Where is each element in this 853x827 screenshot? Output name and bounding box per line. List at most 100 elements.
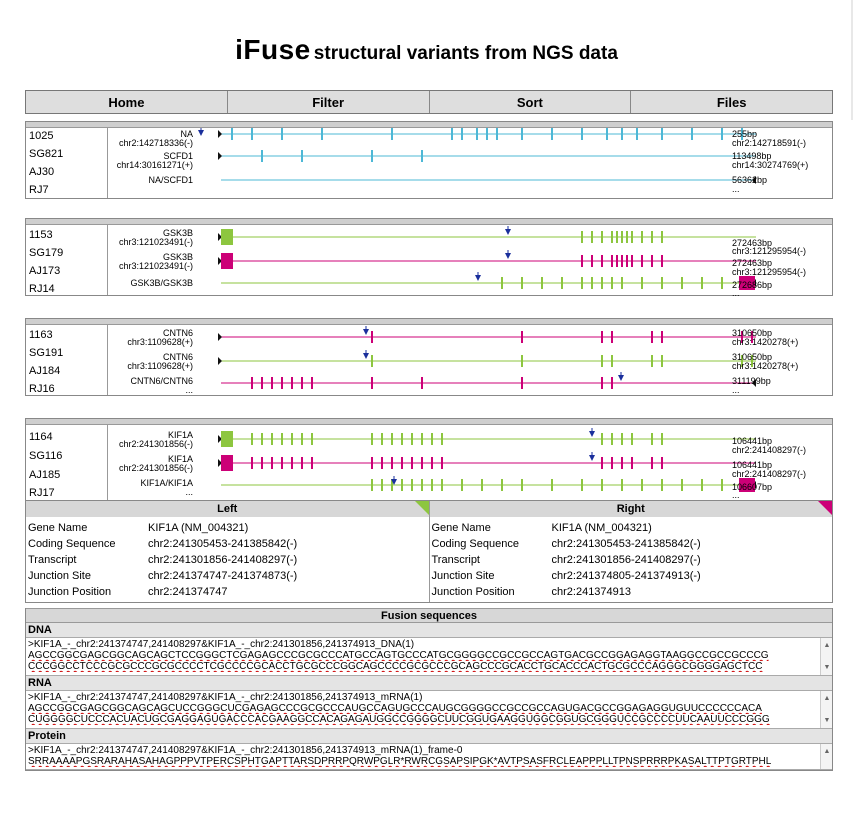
protein-scrollbar[interactable]: ▲ xyxy=(820,744,832,769)
exon-mark xyxy=(461,479,463,491)
junction-marker-icon[interactable] xyxy=(618,375,624,381)
panel-id-column: 1025 SG821 AJ30 RJ7 xyxy=(26,128,108,198)
rj-count: RJ16 xyxy=(29,383,55,395)
panel-header-bar xyxy=(26,419,832,425)
dna-sequence-box[interactable]: >KIF1A_-_chr2:241374747,241408297&KIF1A_… xyxy=(26,638,832,676)
detail-value: chr2:241374913 xyxy=(551,586,632,598)
nav-sort[interactable]: Sort xyxy=(430,91,632,113)
junction-marker-icon[interactable] xyxy=(363,329,369,335)
exon-mark xyxy=(611,433,613,445)
dna-sequence-line: CCCGGCCTCCCGCGCCCGCGCCCCTCGCCCCGCACCTGCG… xyxy=(28,661,763,672)
strand-arrow-icon xyxy=(218,357,222,365)
exon-mark xyxy=(661,331,663,343)
detail-value: chr2:241305453-241385842(-) xyxy=(551,538,701,550)
exon-mark xyxy=(621,231,623,243)
window-edge xyxy=(851,0,853,120)
detail-row: Transcript chr2:241301856-241408297(-) xyxy=(432,552,833,568)
detail-value: chr2:241374805-241374913(-) xyxy=(551,570,701,582)
detail-value: chr2:241374747-241374873(-) xyxy=(148,570,298,582)
detail-row: Junction Position chr2:241374747 xyxy=(28,584,429,600)
fusion-id: 1153 xyxy=(29,229,53,241)
gene-a-coord: chr3:1109628(+) xyxy=(127,337,193,347)
exon-mark xyxy=(291,377,293,389)
exon-mark xyxy=(401,433,403,445)
exon-mark xyxy=(281,433,283,445)
gene-b-size: 310650bp xyxy=(732,352,773,362)
detail-key: Junction Position xyxy=(431,586,515,598)
gene-b-size: 106441bp xyxy=(732,460,773,470)
rj-count: RJ17 xyxy=(29,487,55,499)
transcript-track[interactable] xyxy=(196,225,761,295)
utr-block xyxy=(739,478,755,492)
exon-mark xyxy=(661,479,663,491)
exon-mark xyxy=(641,277,643,289)
transcript-track[interactable] xyxy=(196,128,761,198)
exon-mark xyxy=(301,150,303,162)
exon-mark xyxy=(621,255,623,267)
exon-mark xyxy=(601,433,603,445)
nav-filter[interactable]: Filter xyxy=(228,91,430,113)
utr-block xyxy=(221,253,233,269)
scroll-down-icon[interactable]: ▼ xyxy=(823,717,831,724)
exon-mark xyxy=(501,479,503,491)
transcript-track[interactable] xyxy=(196,325,761,395)
exon-mark xyxy=(311,457,313,469)
gene-a-name: NA xyxy=(180,129,193,139)
nav-files[interactable]: Files xyxy=(716,94,747,110)
exon-mark xyxy=(651,355,653,367)
exon-mark xyxy=(721,277,723,289)
exon-mark xyxy=(626,231,628,243)
exon-mark xyxy=(751,355,753,367)
fusion-panel-1164[interactable]: 1164 SG116 AJ185 RJ17 KIF1A chr2:2413018… xyxy=(25,418,833,502)
exon-mark xyxy=(581,128,583,140)
exon-mark xyxy=(271,433,273,445)
exon-mark xyxy=(321,128,323,140)
scroll-down-icon[interactable]: ▼ xyxy=(823,664,831,671)
exon-mark xyxy=(371,457,373,469)
gene-b-size: 113498bp xyxy=(732,151,772,161)
exon-mark xyxy=(421,150,423,162)
dna-scrollbar[interactable]: ▲ ▼ xyxy=(820,638,832,675)
fusion-panel-1025[interactable]: 1025 SG821 AJ30 RJ7 NA chr2:142718336(-)… xyxy=(25,121,833,199)
gene-b-name: SCFD1 xyxy=(163,151,193,161)
detail-key: Junction Position xyxy=(28,586,112,598)
junction-marker-icon[interactable] xyxy=(505,253,511,259)
junction-marker-icon[interactable] xyxy=(391,479,397,485)
gene-b-coord: chr3:121023491(-) xyxy=(118,261,193,271)
transcript-track[interactable] xyxy=(196,425,761,495)
left-detail-column: Gene Name KIF1A (NM_004321) Coding Sequen… xyxy=(26,517,430,602)
scroll-up-icon[interactable]: ▲ xyxy=(823,748,831,755)
exon-mark xyxy=(481,479,483,491)
fusion-panel-1163[interactable]: 1163 SG191 AJ184 RJ16 CNTN6 chr3:1109628… xyxy=(25,318,833,396)
rna-sequence-box[interactable]: >KIF1A_-_chr2:241374747,241408297&KIF1A_… xyxy=(26,691,832,729)
rna-scrollbar[interactable]: ▲ ▼ xyxy=(820,691,832,728)
exon-mark xyxy=(391,479,393,491)
exon-mark xyxy=(291,457,293,469)
nav-home[interactable]: Home xyxy=(26,91,228,113)
junction-marker-icon[interactable] xyxy=(475,275,481,281)
detail-key: Gene Name xyxy=(28,522,88,534)
exon-mark xyxy=(591,231,593,243)
scroll-up-icon[interactable]: ▲ xyxy=(823,642,831,649)
junction-marker-icon[interactable] xyxy=(198,130,204,136)
fusion-size: 106607bp xyxy=(732,482,773,492)
junction-marker-icon[interactable] xyxy=(505,229,511,235)
fusion-panel-1153[interactable]: 1153 SG179 AJ173 RJ14 GSK3B chr3:1210234… xyxy=(25,218,833,298)
detail-row: Gene Name KIF1A (NM_004321) xyxy=(432,520,833,536)
fusion-sequences-header: Fusion sequences xyxy=(26,608,832,623)
exon-mark xyxy=(631,231,633,243)
gene-b-coord: chr2:241301856(-) xyxy=(118,463,193,473)
rna-sequence-line: CUGGGGCUCCCACUACUGCGAGGAGUGACCCACGAAGGCC… xyxy=(28,714,770,725)
exon-mark xyxy=(371,479,373,491)
exon-mark xyxy=(581,277,583,289)
junction-marker-icon[interactable] xyxy=(589,455,595,461)
junction-marker-icon[interactable] xyxy=(589,431,595,437)
scroll-up-icon[interactable]: ▲ xyxy=(823,695,831,702)
gene-a-name: GSK3B xyxy=(162,228,193,238)
exon-mark xyxy=(476,128,478,140)
protein-sequence-box[interactable]: >KIF1A_-_chr2:241374747,241408297&KIF1A_… xyxy=(26,744,832,770)
junction-marker-icon[interactable] xyxy=(363,353,369,359)
strand-arrow-icon xyxy=(218,152,222,160)
exon-mark xyxy=(621,128,623,140)
exon-mark xyxy=(616,231,618,243)
